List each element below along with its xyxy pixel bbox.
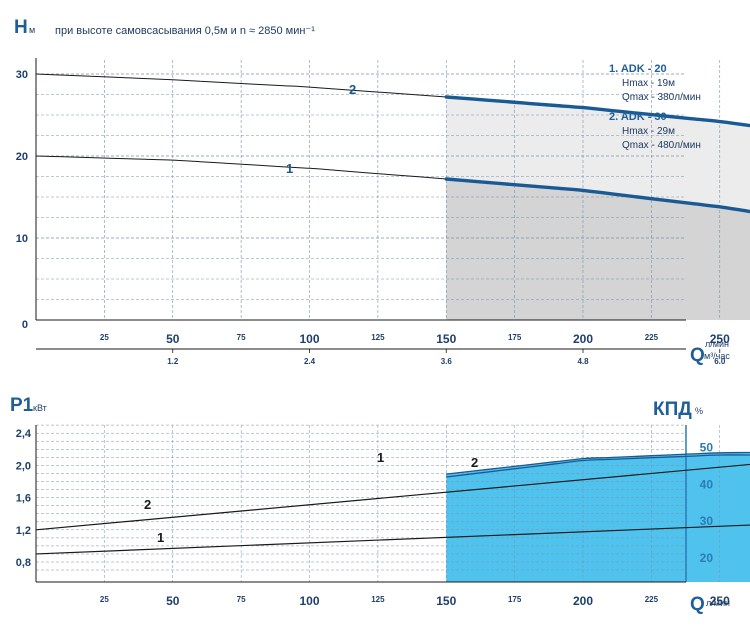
bottom-right-tick-label: 40 [700,477,714,491]
bottom-x-tick-label: 200 [573,594,593,608]
bottom-left-tick-label: 0,8 [16,557,31,569]
power-label-2: 2 [144,497,151,512]
q-axis-unit-lpm-top: л/мин [705,339,729,349]
q-axis-unit-m3h-top: м³/час [704,351,730,361]
top-x-tick-label: 250 [710,332,730,346]
top-m3h-tick-label: 6.0 [714,357,726,366]
top-x-tick-label: 225 [645,333,659,342]
top-x-tick-label: 25 [100,333,109,342]
top-y-tick-label: 30 [16,69,28,81]
bottom-x-tick-label: 100 [299,594,319,608]
bottom-x-tick-label: 75 [237,595,246,604]
bottom-left-tick-label: 1,2 [16,525,31,537]
legend-item1-name: 1. ADK - 20 [609,63,667,75]
bottom-x-tick-label: 25 [100,595,109,604]
top-x-tick-label: 175 [508,333,522,342]
top-x-tick-label: 125 [371,333,385,342]
legend-item2-qmax: Qmax - 480л/мин [622,140,701,151]
curve-label-2: 2 [349,82,356,97]
top-m3h-tick-label: 4.8 [577,357,589,366]
h-curve-1-working-range [444,177,750,214]
top-y-tick-label: 0 [22,319,28,331]
bottom-x-tick-label: 50 [166,594,180,608]
legend-item1-hmax: Hmax - 19м [622,78,675,89]
legend-item2-name: 2. ADK - 30 [609,111,667,123]
efficiency-axis-unit: % [695,406,703,416]
bottom-axis-ticks: 2,4 2,0 1,6 1,2 0,8 50 40 30 20 25 50 75 100 125 150 17… [16,428,730,608]
h-axis-symbol: H [14,17,28,38]
bottom-right-tick-label: 30 [700,514,714,528]
bottom-left-tick-label: 1,6 [16,493,31,505]
power-line-2 [35,463,750,531]
top-axis-ticks: 3020100255075100125150175200225250275300… [16,69,730,366]
top-curves: 12 [35,73,750,214]
efficiency-curve-1 [446,454,750,478]
power-line-1 [35,524,750,555]
power-label-1: 1 [157,530,164,545]
efficiency-axis-symbol: КПД [653,399,692,420]
top-m3h-tick-label: 2.4 [304,357,316,366]
bottom-x-tick-label: 175 [508,595,522,604]
top-m3h-tick-label: 1.2 [167,357,179,366]
efficiency-curve-2 [446,451,750,475]
curve-label-1: 1 [286,161,293,176]
bottom-grid [35,424,720,583]
top-grid [35,58,721,350]
efficiency-label-2: 2 [471,455,478,470]
condition-text: при высоте самовсасывания 0,5м и n ≈ 285… [55,25,315,37]
bottom-left-tick-label: 2,0 [16,460,31,472]
h-axis-unit: м [29,25,35,35]
bottom-x-tick-label: 225 [645,595,659,604]
bottom-x-tick-label: 250 [710,594,730,608]
bottom-curves: 1 2 1 2 [35,450,750,555]
top-working-range-fills [446,97,750,320]
top-x-tick-label: 75 [237,333,246,342]
top-x-tick-label: 150 [436,332,456,346]
q-axis-symbol-top: Q [690,345,705,366]
bottom-right-tick-label: 50 [700,441,714,455]
top-y-tick-label: 20 [16,151,28,163]
top-x-tick-label: 200 [573,332,593,346]
bottom-right-tick-label: 20 [700,551,714,565]
top-m3h-tick-label: 3.6 [441,357,453,366]
p1-axis-unit: кВт [33,403,47,413]
legend-item2-hmax: Hmax - 29м [622,126,675,137]
working-range-fill-1 [446,179,750,320]
p1-axis-symbol: P1 [10,395,34,416]
bottom-x-tick-label: 150 [436,594,456,608]
q-axis-symbol-bottom: Q [690,594,705,615]
legend-item1-qmax: Qmax - 380л/мин [622,92,701,103]
top-x-tick-label: 100 [299,332,319,346]
top-x-tick-label: 50 [166,332,180,346]
top-y-tick-label: 10 [16,233,28,245]
h-curve-2-working-range [444,95,750,128]
bottom-x-tick-label: 125 [371,595,385,604]
bottom-left-tick-label: 2,4 [16,428,32,440]
q-axis-unit-bottom: л/мин [706,598,730,608]
efficiency-label-1: 1 [377,450,384,465]
